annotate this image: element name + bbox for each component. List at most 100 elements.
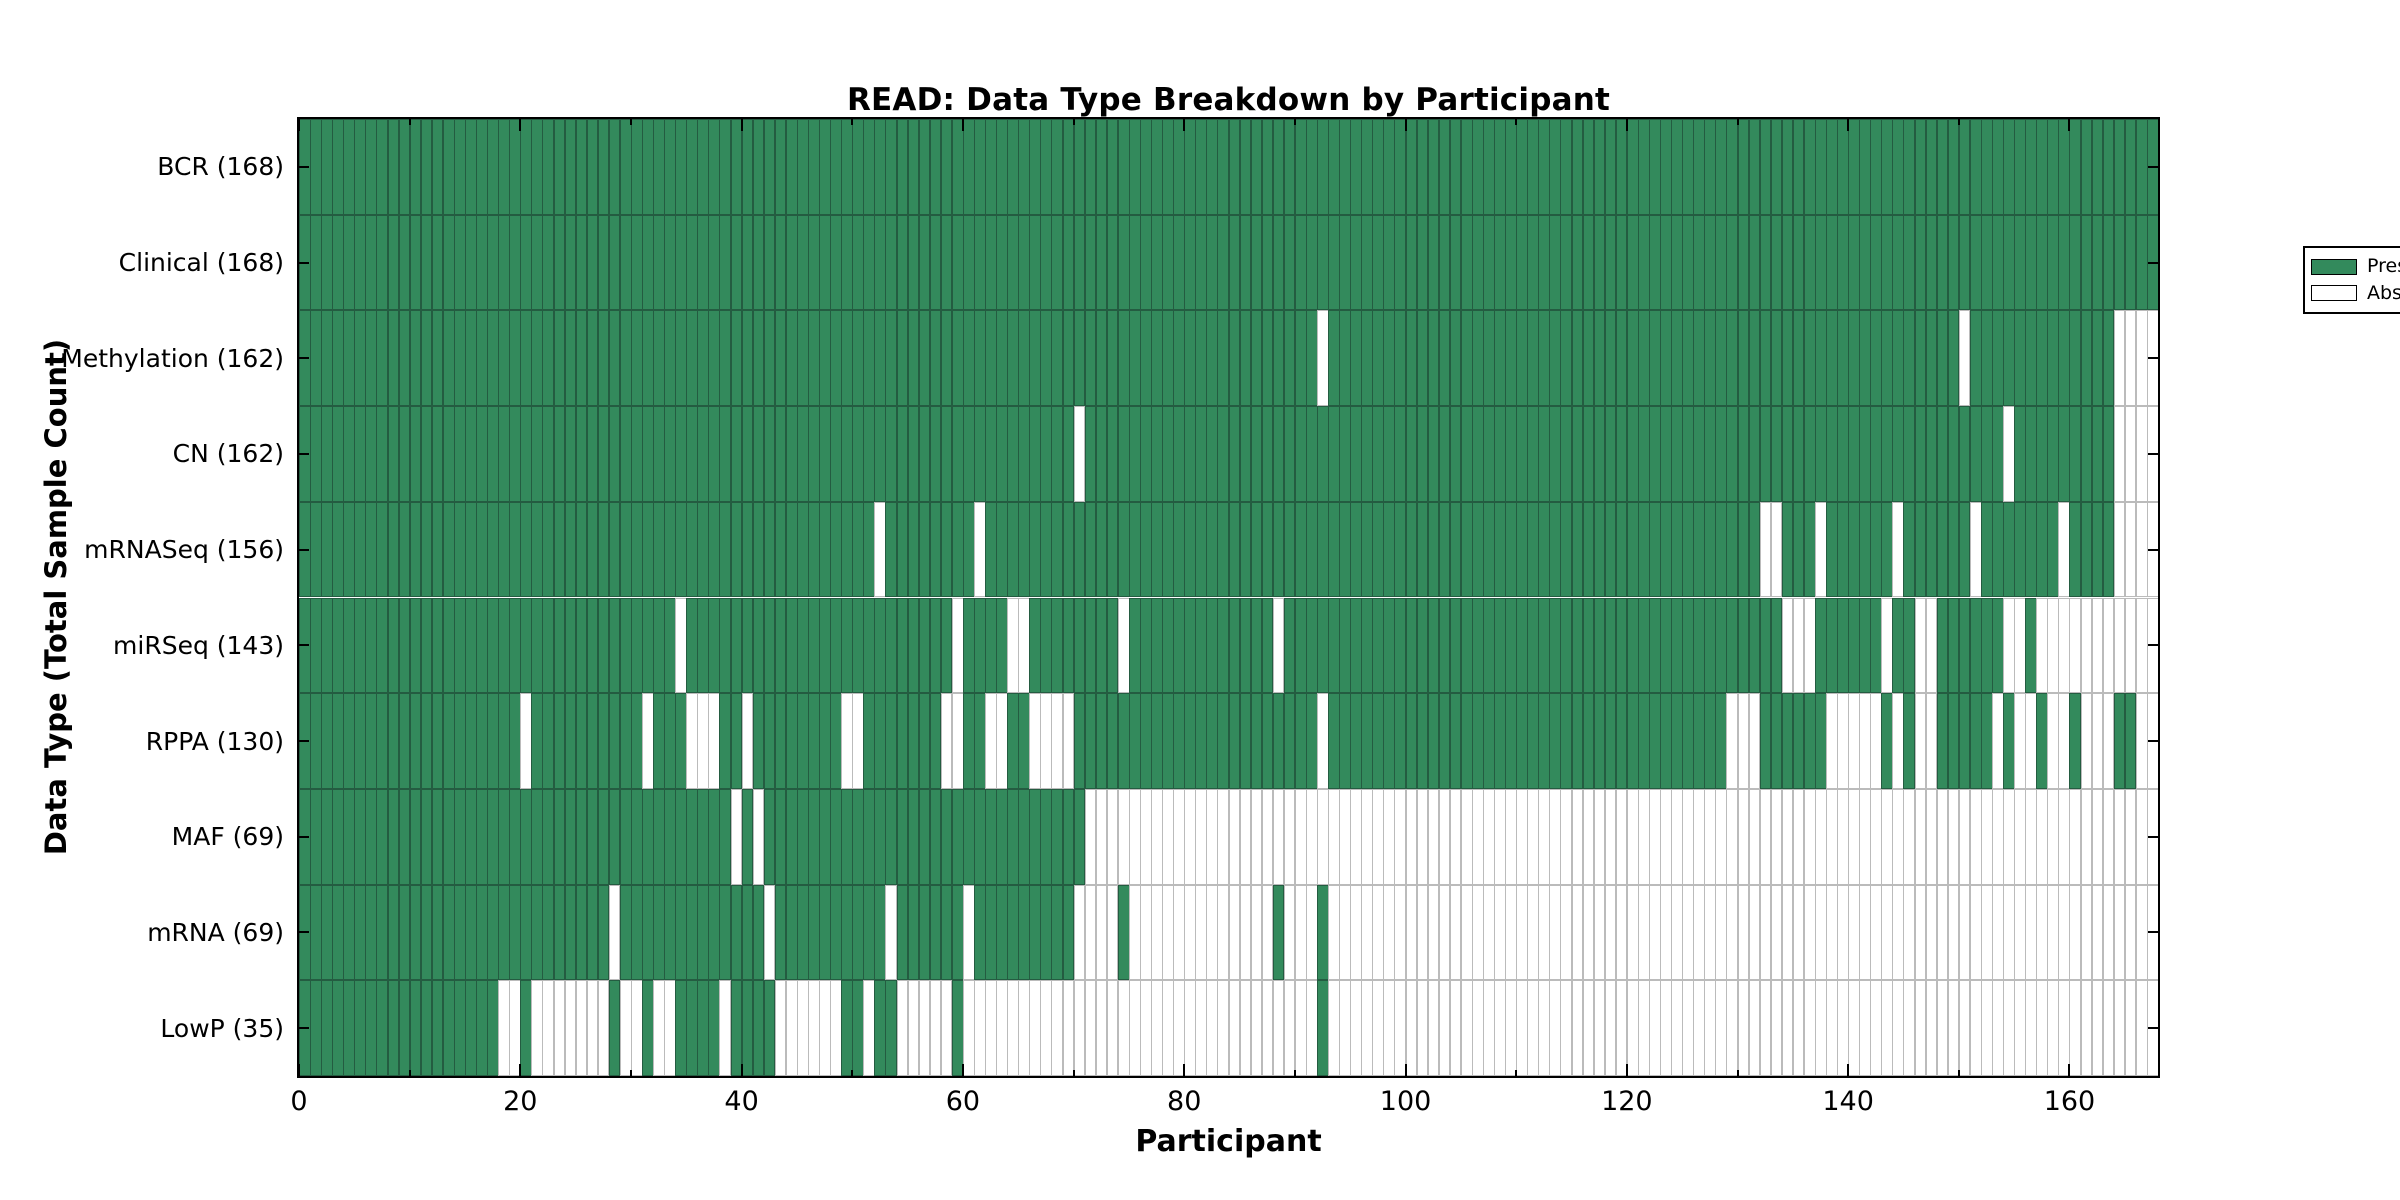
heatmap-cell	[863, 406, 875, 502]
heatmap-cell	[1693, 597, 1705, 694]
heatmap-cell	[2124, 501, 2137, 598]
heatmap-cell	[686, 406, 698, 502]
heatmap-cell	[1471, 693, 1484, 789]
heatmap-cell	[1438, 693, 1451, 789]
x-tick-label: 40	[724, 1086, 759, 1117]
heatmap-cell	[1527, 884, 1539, 981]
heatmap-cell	[1704, 980, 1716, 1076]
heatmap-cell	[874, 980, 887, 1076]
heatmap-cell	[1837, 406, 1849, 502]
heatmap-row	[299, 310, 2159, 407]
heatmap-cell	[1350, 214, 1362, 311]
heatmap-cell	[653, 788, 665, 885]
heatmap-cell	[365, 310, 378, 407]
heatmap-cell	[752, 693, 765, 789]
heatmap-cell	[531, 788, 544, 885]
heatmap-cell	[2069, 597, 2082, 694]
heatmap-cell	[973, 597, 986, 694]
heatmap-cell	[1516, 788, 1528, 885]
heatmap-cell	[852, 597, 864, 694]
heatmap-cell	[1405, 119, 1418, 215]
x-axis-minor-tick	[1515, 119, 1518, 125]
heatmap-cell	[730, 884, 743, 981]
heatmap-cell	[1848, 310, 1860, 407]
heatmap-cell	[1250, 310, 1263, 407]
heatmap-cell	[398, 406, 411, 502]
heatmap-cell	[1892, 693, 1905, 789]
heatmap-cell	[1593, 980, 1606, 1076]
heatmap-cell	[2025, 214, 2037, 311]
heatmap-cell	[1648, 214, 1661, 311]
heatmap-cell	[1826, 597, 1838, 694]
heatmap-cell	[1195, 406, 1207, 502]
legend: Present Absent	[2303, 246, 2400, 314]
heatmap-cell	[1682, 501, 1694, 598]
heatmap-cell	[1206, 214, 1219, 311]
heatmap-cell	[520, 214, 532, 311]
heatmap-cell	[874, 501, 887, 598]
heatmap-cell	[1582, 693, 1595, 789]
heatmap-cell	[863, 501, 875, 598]
heatmap-cell	[1483, 884, 1495, 981]
heatmap-cell	[553, 788, 566, 885]
heatmap-cell	[1217, 214, 1230, 311]
heatmap-cell	[1571, 501, 1584, 598]
heatmap-cell	[1106, 119, 1119, 215]
heatmap-cell	[642, 884, 654, 981]
heatmap-cell	[630, 788, 643, 885]
heatmap-cell	[664, 693, 676, 789]
y-axis-tick	[299, 165, 309, 168]
heatmap-cell	[1671, 119, 1683, 215]
heatmap-cell	[2003, 693, 2015, 789]
heatmap-cell	[409, 980, 422, 1076]
row-label: BCR (168)	[157, 152, 284, 182]
heatmap-cell	[1117, 214, 1130, 311]
heatmap-cell	[1195, 884, 1207, 981]
heatmap-cell	[564, 501, 577, 598]
heatmap-cell	[2047, 501, 2059, 598]
heatmap-cell	[586, 214, 599, 311]
heatmap-cell	[1660, 501, 1672, 598]
heatmap-cell	[575, 406, 588, 502]
heatmap-cell	[1051, 406, 1064, 502]
heatmap-cell	[1892, 406, 1905, 502]
heatmap-cell	[1626, 980, 1639, 1076]
heatmap-cell	[2113, 788, 2126, 885]
heatmap-cell	[885, 310, 898, 407]
x-axis-minor-tick	[1072, 1070, 1075, 1076]
heatmap-cell	[1781, 214, 1794, 311]
heatmap-cell	[1151, 310, 1163, 407]
heatmap-cell	[929, 597, 942, 694]
heatmap-cell	[1538, 310, 1550, 407]
heatmap-cell	[1128, 501, 1141, 598]
heatmap-cell	[1737, 501, 1750, 598]
heatmap-cell	[1726, 501, 1739, 598]
y-axis-tick	[2148, 931, 2158, 934]
heatmap-cell	[1084, 788, 1097, 885]
heatmap-cell	[487, 788, 499, 885]
heatmap-cell	[708, 980, 721, 1076]
heatmap-cell	[1471, 597, 1484, 694]
heatmap-cell	[1604, 501, 1617, 598]
heatmap-cell	[2047, 788, 2059, 885]
heatmap-cell	[1859, 501, 1871, 598]
heatmap-cell	[1317, 788, 1329, 885]
heatmap-cell	[951, 501, 964, 598]
heatmap-cell	[852, 980, 864, 1076]
heatmap-cell	[1726, 884, 1739, 981]
heatmap-cell	[575, 597, 588, 694]
heatmap-cell	[1582, 884, 1595, 981]
heatmap-cell	[741, 884, 754, 981]
heatmap-cell	[1538, 406, 1550, 502]
heatmap-cell	[1737, 119, 1750, 215]
heatmap-cell	[1914, 884, 1927, 981]
heatmap-cell	[365, 788, 378, 885]
heatmap-cell	[1726, 980, 1739, 1076]
heatmap-cell	[1914, 788, 1927, 885]
heatmap-cell	[1173, 501, 1185, 598]
heatmap-cell	[2124, 788, 2137, 885]
heatmap-cell	[476, 597, 488, 694]
heatmap-cell	[664, 406, 676, 502]
heatmap-cell	[940, 501, 953, 598]
heatmap-cell	[476, 501, 488, 598]
